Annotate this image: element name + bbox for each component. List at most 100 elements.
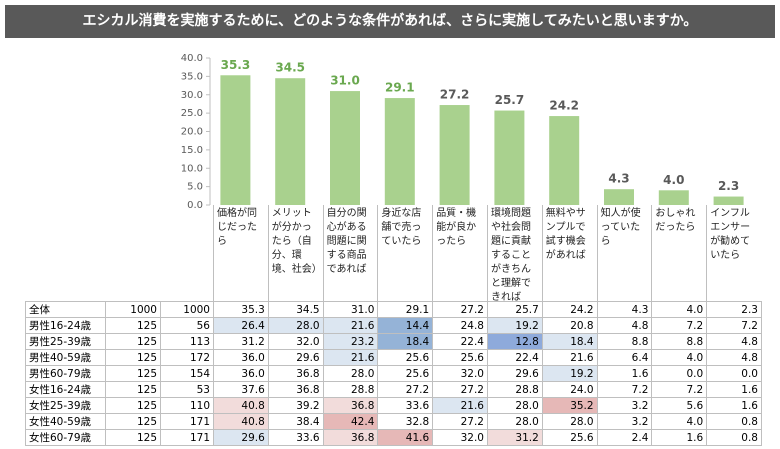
bar: [275, 78, 306, 205]
sample-size: 110: [160, 397, 214, 414]
table-cell: 27.2: [432, 381, 488, 398]
table-cell: 32.0: [432, 429, 488, 446]
table-cell: 40.8: [213, 397, 269, 414]
table-cell: 0.8: [706, 429, 762, 446]
table-cell: 25.6: [377, 349, 434, 366]
bar: [549, 116, 580, 205]
data-table: 全体 1000 1000 35.3 34.5 31.0 29.1 27.2 25.7 24.2 4.…: [25, 301, 762, 446]
bar: [604, 189, 634, 205]
table-cell: 42.4: [322, 413, 379, 430]
table-cell: 18.4: [377, 333, 434, 350]
table-cell: 29.6: [213, 429, 269, 446]
y-tick-label: 20.0: [181, 127, 203, 138]
row-label: 女性16-24歳: [25, 381, 106, 398]
table-row: 女性25-39歳 125 110 40.8 39.2 36.8 33.6 21.6 28.0 35…: [25, 397, 762, 414]
table-cell: 4.0: [651, 301, 708, 318]
table-cell: 4.8: [706, 333, 762, 350]
table-cell: 38.4: [267, 413, 324, 430]
table-cell: 27.2: [377, 381, 434, 398]
value-label: 24.2: [549, 99, 579, 113]
sample-size: 53: [160, 381, 214, 398]
table-cell: 35.3: [213, 301, 269, 318]
sample-size: 125: [105, 397, 161, 414]
bar: [494, 110, 525, 205]
table-cell: 25.6: [377, 365, 434, 382]
category-label: 身近な店舗で売っていたら: [377, 205, 432, 301]
y-tick-label: 0.0: [187, 200, 203, 211]
table-cell: 28.0: [322, 365, 379, 382]
table-cell: 24.0: [541, 381, 598, 398]
table-cell: 8.8: [596, 333, 653, 350]
category-label: 品質・機能が良かったら: [432, 205, 487, 301]
category-label: 自分の関心がある問題に関する商品であれば: [322, 205, 378, 301]
table-cell: 32.0: [267, 333, 324, 350]
row-label: 全体: [25, 301, 106, 318]
value-label: 29.1: [385, 81, 415, 95]
row-label: 男性40-59歳: [25, 349, 106, 366]
value-label: 27.2: [440, 88, 470, 102]
bar: [384, 98, 415, 205]
table-cell: 2.3: [706, 301, 762, 318]
bar: [439, 105, 470, 205]
sample-size: 125: [105, 317, 161, 334]
table-cell: 25.6: [432, 349, 488, 366]
table-cell: 19.2: [541, 365, 598, 382]
sample-size: 1000: [105, 301, 161, 318]
table-cell: 23.2: [322, 333, 379, 350]
sample-size: 125: [105, 381, 161, 398]
table-cell: 4.8: [596, 317, 653, 334]
category-label: インフルエンサーが勧めていたら: [706, 205, 761, 301]
table-cell: 14.4: [377, 317, 434, 334]
table-row: 女性60-79歳 125 171 29.6 33.6 36.8 41.6 32.0 31.2 25…: [25, 429, 762, 446]
table-cell: 4.3: [596, 301, 653, 318]
y-tick-label: 5.0: [187, 182, 203, 193]
table-cell: 33.6: [267, 429, 324, 446]
y-tick-label: 40.0: [181, 53, 203, 64]
table-cell: 0.0: [706, 365, 762, 382]
table-row: 男性40-59歳 125 172 36.0 29.6 21.6 25.6 25.6 22.4 21…: [25, 349, 762, 366]
category-label: 知人が使っていたら: [596, 205, 652, 301]
table-cell: 21.6: [432, 397, 488, 414]
table-cell: 5.6: [651, 397, 708, 414]
table-cell: 2.4: [596, 429, 653, 446]
table-cell: 28.8: [322, 381, 379, 398]
table-cell: 4.0: [651, 349, 708, 366]
row-label: 男性16-24歳: [25, 317, 106, 334]
table-cell: 1.6: [651, 429, 708, 446]
table-cell: 1.6: [706, 381, 762, 398]
table-row: 男性25-39歳 125 113 31.2 32.0 23.2 18.4 22.4 12.8 18…: [25, 333, 762, 350]
table-cell: 22.4: [432, 333, 488, 350]
value-label: 25.7: [495, 93, 525, 107]
table-cell: 31.0: [322, 301, 379, 318]
table-cell: 31.2: [213, 333, 269, 350]
table-row: 全体 1000 1000 35.3 34.5 31.0 29.1 27.2 25.7 24.2 4.…: [25, 301, 762, 318]
table-cell: 21.6: [322, 349, 379, 366]
row-label: 女性40-59歳: [25, 413, 106, 430]
table-cell: 22.4: [486, 349, 543, 366]
table-cell: 36.8: [322, 397, 379, 414]
sample-size: 1000: [160, 301, 214, 318]
bar: [713, 196, 744, 205]
sample-size: 171: [160, 429, 214, 446]
table-cell: 29.6: [486, 365, 543, 382]
title-bar: エシカル消費を実施するために、どのような条件があれば、さらに実施してみたいと思い…: [5, 5, 775, 38]
table-cell: 7.2: [706, 317, 762, 334]
category-label: 無料やサンプルで試す機会があれば: [541, 205, 597, 301]
y-tick-label: 10.0: [181, 163, 203, 174]
value-label: 4.3: [608, 172, 629, 186]
table-cell: 0.8: [706, 413, 762, 430]
table-cell: 32.0: [432, 365, 488, 382]
table-cell: 27.2: [432, 413, 488, 430]
table-cell: 20.8: [541, 317, 598, 334]
category-label: 価格が同じだったら: [213, 205, 268, 301]
sample-size: 171: [160, 413, 214, 430]
sample-size: 125: [105, 365, 161, 382]
row-label: 男性60-79歳: [25, 365, 106, 382]
table-cell: 28.8: [486, 381, 543, 398]
row-label: 女性60-79歳: [25, 429, 106, 446]
table-row: 女性16-24歳 125 53 37.6 36.8 28.8 27.2 27.2 28.8 24.…: [25, 381, 762, 398]
table-cell: 36.8: [267, 365, 324, 382]
sample-size: 125: [105, 349, 161, 366]
y-tick-label: 25.0: [181, 108, 203, 119]
table-cell: 1.6: [706, 397, 762, 414]
